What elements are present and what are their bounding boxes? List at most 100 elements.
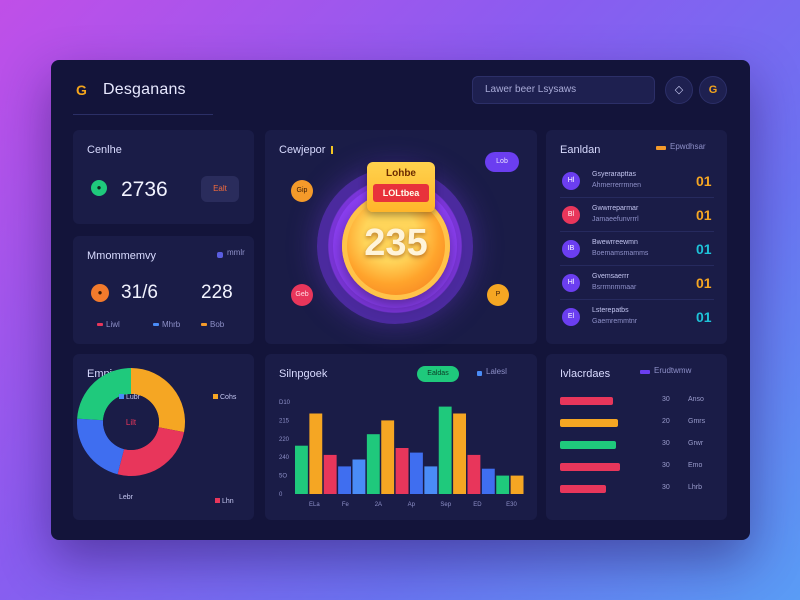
y-tick-label: 220 xyxy=(279,437,290,443)
bar[interactable] xyxy=(309,413,323,495)
ranking-card: Eanldan Epwdhsar Hl Gsyerarapttas Ahmerrer… xyxy=(546,130,727,344)
bar[interactable] xyxy=(381,420,395,494)
y-tick-label: 5O xyxy=(279,474,287,480)
mmo-value-left: 31/6 xyxy=(121,282,158,303)
progress-value: 30 xyxy=(662,440,670,447)
mmo-legend-item: Liwl xyxy=(97,320,120,329)
legend-swatch xyxy=(477,371,482,376)
progress-bar xyxy=(560,397,613,405)
rank-icon: Hl xyxy=(562,172,580,190)
x-tick-label: E30 xyxy=(506,502,517,508)
bar-legend: Lalesl xyxy=(486,367,507,376)
legend-swatch xyxy=(217,252,223,258)
mmo-card: Mmommemvy mmlr ● 31/6 228 Liwl Mhrb Bob xyxy=(73,236,254,344)
rank-line2: Jamaeefunvrrrl xyxy=(592,216,639,223)
donut-chart: Lilt xyxy=(77,368,185,476)
x-tick-label: Ap xyxy=(408,502,416,508)
bar[interactable] xyxy=(323,454,337,494)
x-tick-label: ELa xyxy=(309,502,320,508)
x-tick-label: Sep xyxy=(440,502,451,508)
edit-pill-button[interactable]: Ealt xyxy=(201,176,239,202)
x-tick-label: ED xyxy=(473,502,482,508)
hero-badge-title: Lohbe xyxy=(386,168,416,179)
ranking-row[interactable]: IB Bwewrreewmn Boemamsmamms 01 xyxy=(560,232,714,266)
filter-toggle[interactable]: Ealdas xyxy=(417,366,459,382)
bar[interactable] xyxy=(295,445,308,494)
y-tick-label: D10 xyxy=(279,400,291,406)
mmo-legend-item: Mhrb xyxy=(153,320,180,329)
donut-slice[interactable] xyxy=(117,427,185,476)
bar[interactable] xyxy=(352,459,366,495)
progress-label: Anso xyxy=(688,396,704,403)
legend-swatch xyxy=(656,146,666,150)
progress-row: 30 Emo xyxy=(560,458,720,476)
yellow-bubble[interactable]: P xyxy=(487,284,509,306)
bar[interactable] xyxy=(496,475,510,494)
rank-line1: Gvemsaerrr xyxy=(592,273,629,280)
row-divider xyxy=(560,197,714,198)
progress-label: Grwr xyxy=(688,440,704,447)
cursor-mark xyxy=(331,146,334,155)
progress-label: Gmrs xyxy=(688,418,706,425)
donut-slice[interactable] xyxy=(77,418,125,475)
diamond-icon[interactable]: ◇ xyxy=(665,76,693,104)
bar-chart-title: Silnpgoek xyxy=(279,368,328,380)
ranking-title: Eanldan xyxy=(560,144,601,156)
donut-center-label: Lilt xyxy=(126,418,137,427)
bar[interactable] xyxy=(438,406,452,494)
legend-swatch xyxy=(119,394,124,399)
hero-value: 235 xyxy=(364,222,428,264)
rank-line2: Bsrrmnmmaar xyxy=(592,284,637,291)
rank-value: 01 xyxy=(696,309,712,325)
rank-icon: Bl xyxy=(562,206,580,224)
progress-row: 30 Anso xyxy=(560,392,720,410)
progress-row: 30 Lhrb xyxy=(560,480,720,498)
bar[interactable] xyxy=(338,466,351,494)
ranking-row[interactable]: Bl Gwwrreparmar Jamaeefunvrrrl 01 xyxy=(560,198,714,232)
search-input[interactable]: Lawer beer Lsysaws xyxy=(472,76,655,104)
progress-value: 30 xyxy=(662,484,670,491)
red-bubble[interactable]: Geb xyxy=(291,284,313,306)
legend-swatch xyxy=(153,323,159,327)
bar[interactable] xyxy=(481,468,495,494)
progress-bar xyxy=(560,419,618,427)
donut-slice[interactable] xyxy=(131,368,185,433)
progress-label: Emo xyxy=(688,462,703,469)
bar[interactable] xyxy=(424,466,438,494)
purple-pill[interactable]: Lob xyxy=(485,152,519,172)
ranking-row[interactable]: Hl Gvemsaerrr Bsrrmnmmaar 01 xyxy=(560,266,714,300)
ranking-row[interactable]: El Lsterepatbs Gaemremmtnr 01 xyxy=(560,300,714,334)
progress-row: 20 Gmrs xyxy=(560,414,720,432)
bar[interactable] xyxy=(453,413,466,495)
rank-line2: Ahmerrerrmnen xyxy=(592,182,642,189)
rank-icon: IB xyxy=(562,240,580,258)
rank-icon: El xyxy=(562,308,580,326)
legend-swatch xyxy=(640,370,650,374)
x-tick-label: 2A xyxy=(375,502,382,508)
progress-label: Lhrb xyxy=(688,484,703,491)
y-tick-label: 0 xyxy=(279,492,283,498)
total-card-title: Cenlhe xyxy=(87,144,122,156)
bar-chart-card: Silnpgoek Ealdas Lalesl D10 215 220 240 5O 0 E… xyxy=(265,354,537,520)
bar[interactable] xyxy=(366,434,380,494)
hero-card: Cewjepor 235 Lohbe LOLtbea Gip Geb P Lob xyxy=(265,130,537,344)
ranking-legend: Epwdhsar xyxy=(670,142,706,151)
donut-label: Lhn xyxy=(215,498,234,505)
ranking-row[interactable]: Hl Gsyerarapttas Ahmerrerrmnen 01 xyxy=(560,164,714,198)
profile-button[interactable]: G xyxy=(699,76,727,104)
bar[interactable] xyxy=(467,454,481,494)
rank-value: 01 xyxy=(696,207,712,223)
logo-icon: G xyxy=(76,82,87,98)
bar[interactable] xyxy=(510,475,524,494)
progress-bar xyxy=(560,441,616,449)
y-tick-label: 215 xyxy=(279,418,290,424)
rank-line1: Lsterepatbs xyxy=(592,307,629,314)
progress-bar xyxy=(560,485,606,493)
donut-slice[interactable] xyxy=(77,368,131,421)
donut-label: Lebr xyxy=(119,494,134,501)
rank-line2: Boemamsmamms xyxy=(592,250,649,257)
bar[interactable] xyxy=(410,452,423,494)
bar[interactable] xyxy=(395,448,409,494)
orange-bubble[interactable]: Gip xyxy=(291,180,313,202)
bar-chart: D10 215 220 240 5O 0 ELa Fe 2A Ap Sep ED E30 xyxy=(279,400,524,508)
